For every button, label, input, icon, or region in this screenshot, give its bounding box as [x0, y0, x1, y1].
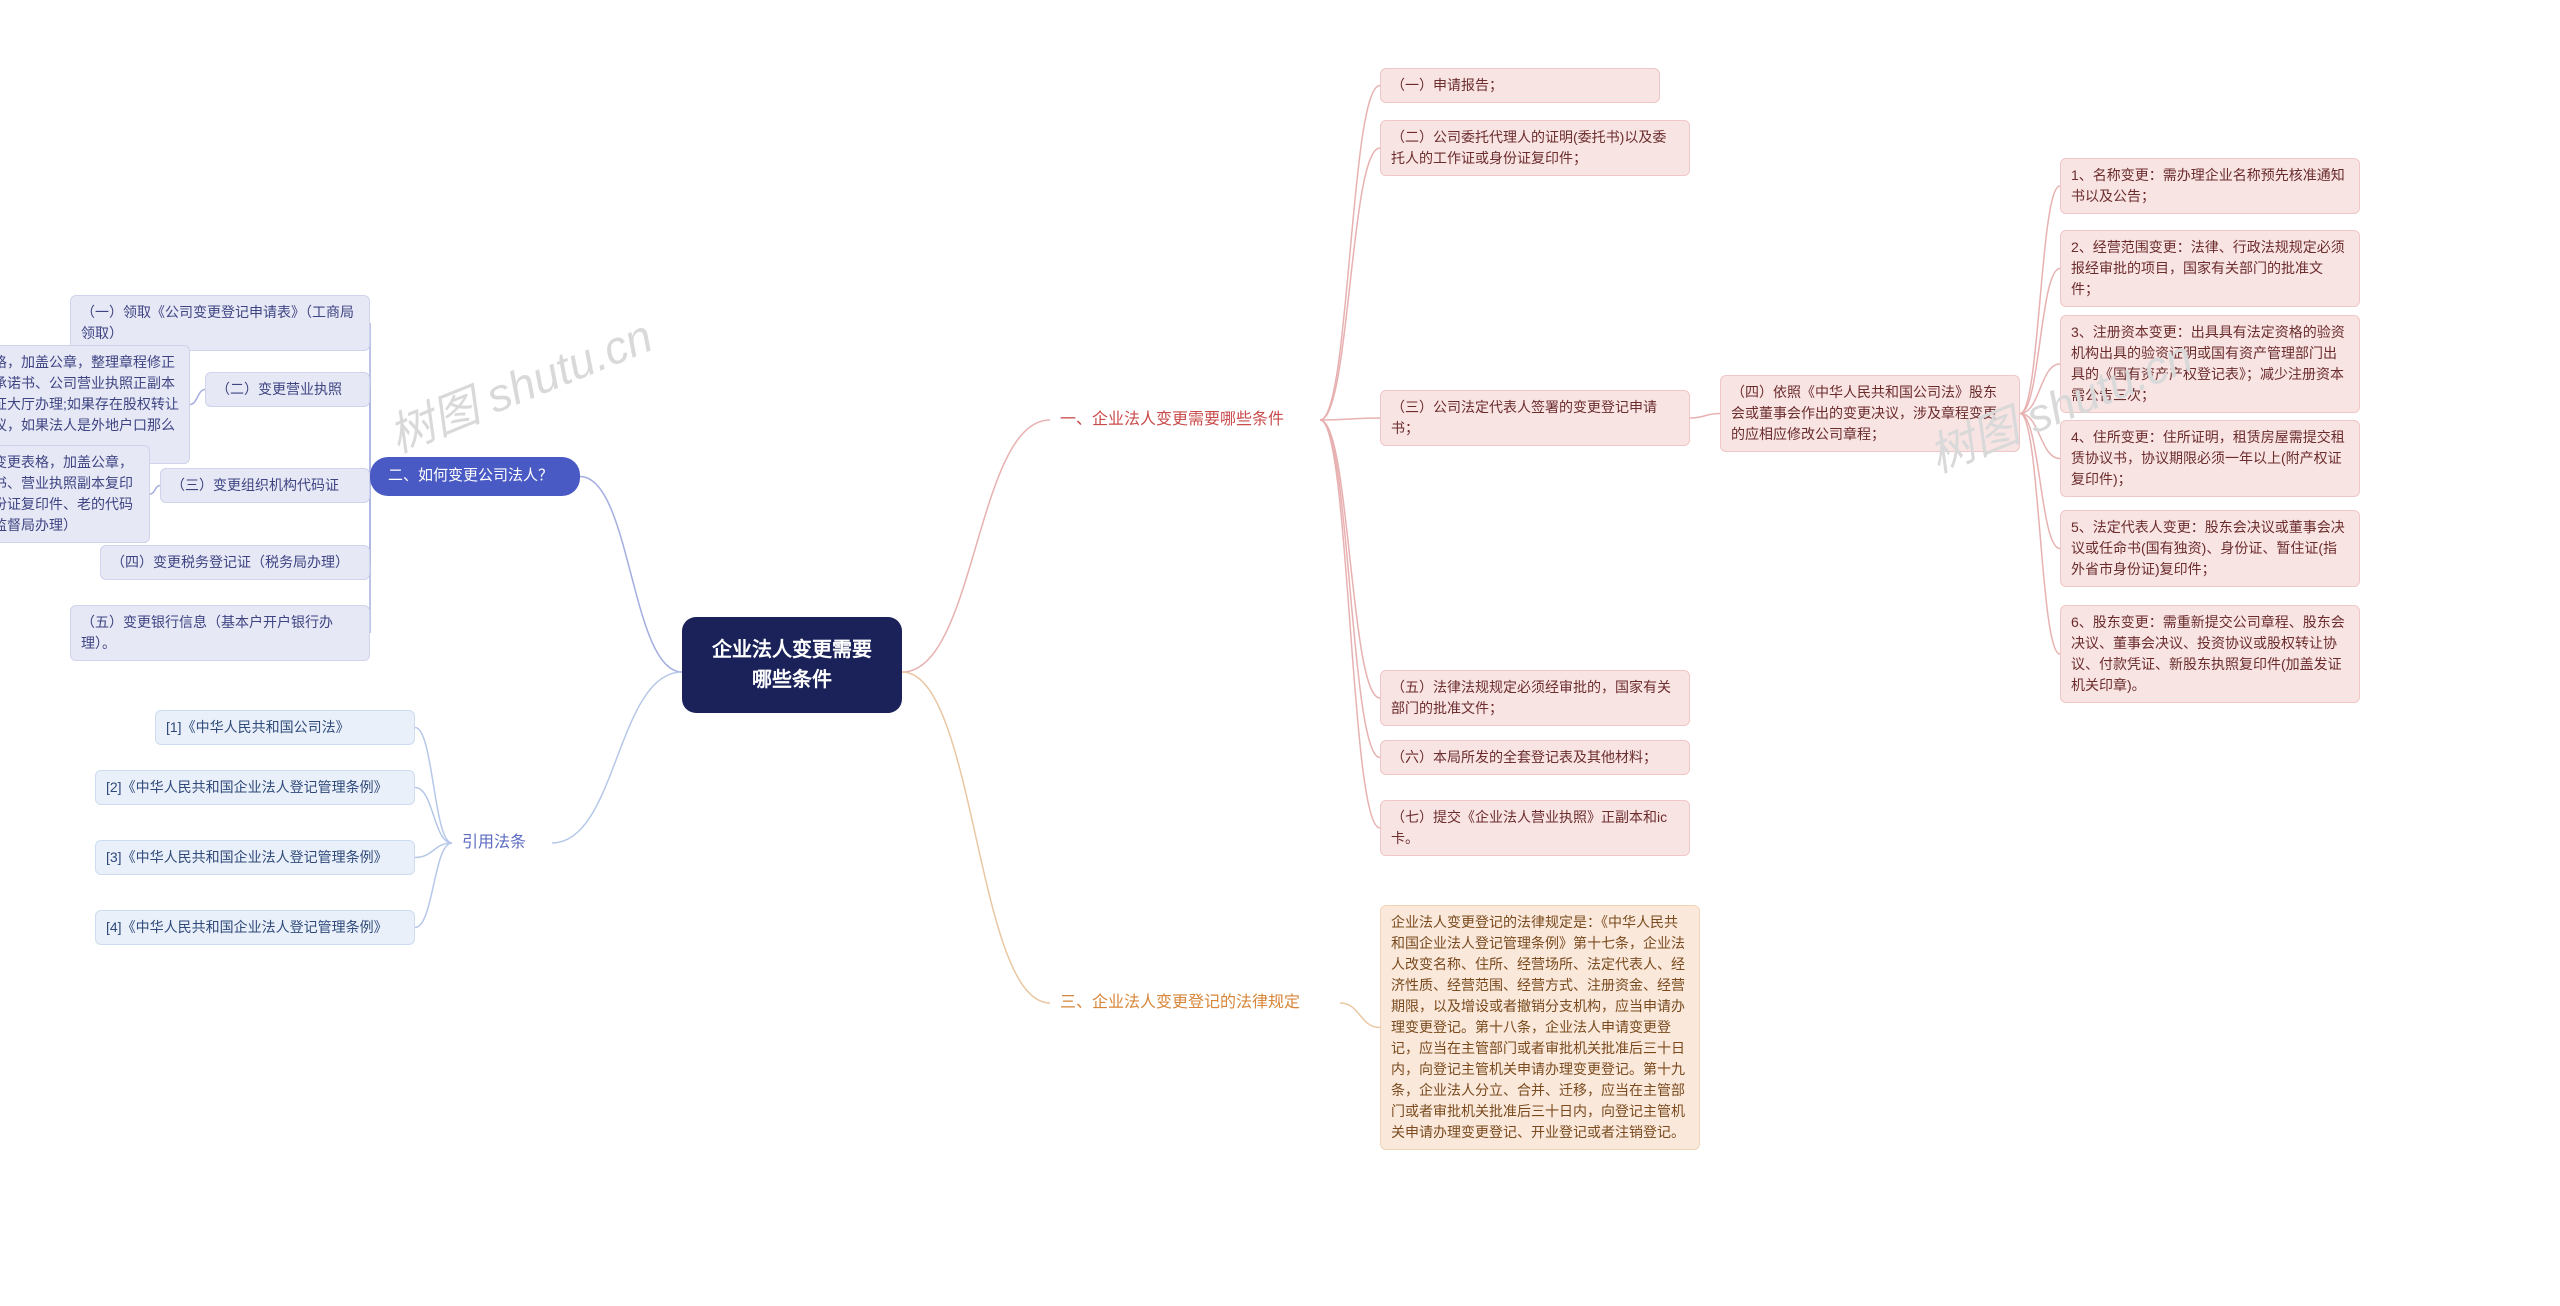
mindmap-node: （二）公司委托代理人的证明(委托书)以及委托人的工作证或身份证复印件；	[1380, 120, 1690, 176]
mindmap-node: 企业法人变更登记的法律规定是：《中华人民共和国企业法人登记管理条例》第十七条，企…	[1380, 905, 1700, 1150]
mindmap-node: （五）变更银行信息（基本户开户银行办理）。	[70, 605, 370, 661]
mindmap-node: 引用法条	[452, 825, 552, 861]
mindmap-node: 6、股东变更：需重新提交公司章程、股东会决议、董事会决议、投资协议或股权转让协议…	[2060, 605, 2360, 703]
mindmap-node: 企业法人变更需要哪些条件	[682, 617, 902, 713]
mindmap-node: （三）变更组织机构代码证	[160, 468, 370, 503]
mindmap-node: [4]《中华人民共和国企业法人登记管理条例》	[95, 910, 415, 945]
mindmap-node: （六）本局所发的全套登记表及其他材料；	[1380, 740, 1690, 775]
mindmap-node: 1、名称变更：需办理企业名称预先核准通知书以及公告；	[2060, 158, 2360, 214]
mindmap-node: （四）依照《中华人民共和国公司法》股东会或董事会作出的变更决议，涉及章程变更的应…	[1720, 375, 2020, 452]
mindmap-node: [2]《中华人民共和国企业法人登记管理条例》	[95, 770, 415, 805]
mindmap-node: 一、企业法人变更需要哪些条件	[1050, 402, 1320, 438]
mindmap-node: （三）公司法定代表人签署的变更登记申请书；	[1380, 390, 1690, 446]
watermark: 树图 shutu.cn	[378, 300, 661, 466]
mindmap-node: （五）法律法规规定必须经审批的，国家有关部门的批准文件；	[1380, 670, 1690, 726]
mindmap-node: （四）变更税务登记证（税务局办理）	[100, 545, 370, 580]
mindmap-node: 三、企业法人变更登记的法律规定	[1050, 985, 1340, 1021]
mindmap-node: （填写企业代码证变更表格，加盖公章，整理公司变更通知书、营业执照副本复印件、企业…	[0, 445, 150, 543]
mindmap-node: 2、经营范围变更：法律、行政法规规定必须报经审批的项目，国家有关部门的批准文件；	[2060, 230, 2360, 307]
mindmap-node: 5、法定代表人变更：股东会决议或董事会决议或任命书(国有独资)、身份证、暂住证(…	[2060, 510, 2360, 587]
mindmap-node: （一）申请报告；	[1380, 68, 1660, 103]
mindmap-node: （七）提交《企业法人营业执照》正副本和ic卡。	[1380, 800, 1690, 856]
mindmap-node: 4、住所变更：住所证明，租赁房屋需提交租赁协议书，协议期限必须一年以上(附产权证…	[2060, 420, 2360, 497]
mindmap-node: [3]《中华人民共和国企业法人登记管理条例》	[95, 840, 415, 875]
mindmap-node: 二、如何变更公司法人？	[370, 457, 580, 496]
mindmap-node: [1]《中华人民共和国公司法》	[155, 710, 415, 745]
mindmap-node: （二）变更营业执照	[205, 372, 370, 407]
mindmap-node: 3、注册资本变更：出具具有法定资格的验资机构出具的验资证明或国有资产管理部门出具…	[2060, 315, 2360, 413]
mindmap-node: （一）领取《公司变更登记申请表》（工商局领取）	[70, 295, 370, 351]
